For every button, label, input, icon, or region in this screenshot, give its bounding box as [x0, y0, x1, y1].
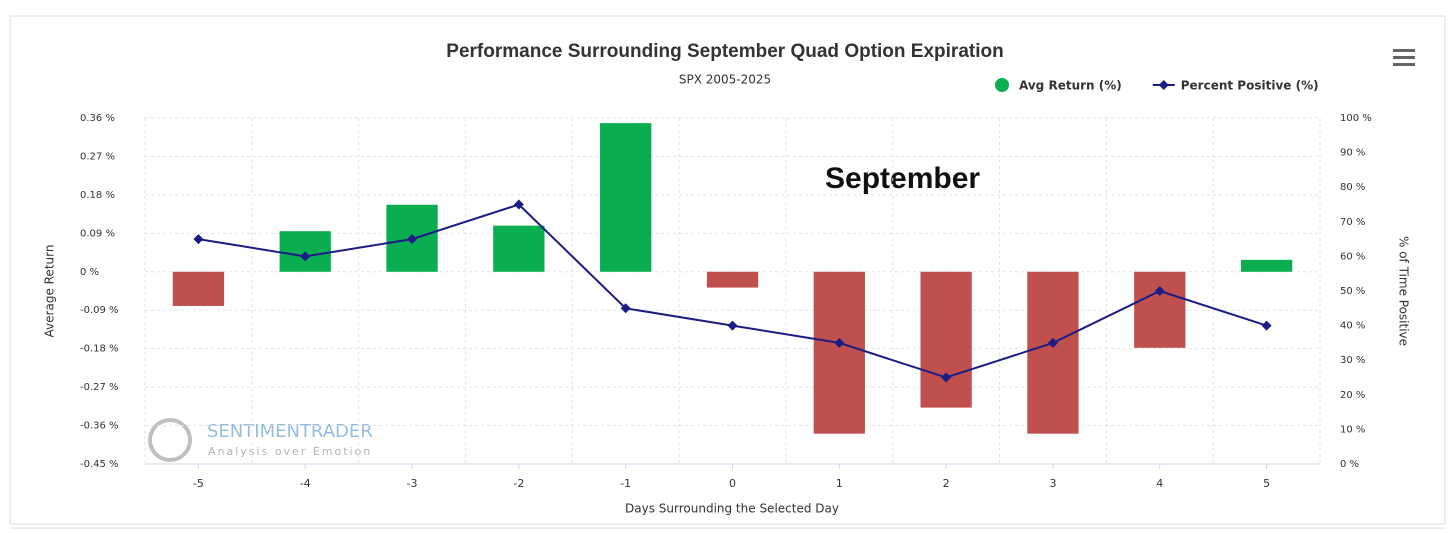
- bar: [600, 123, 652, 272]
- marker: [727, 320, 738, 331]
- y-tick-label: -0.18 %: [80, 344, 119, 355]
- marker: [1154, 286, 1165, 296]
- marker: [834, 337, 845, 348]
- y2-tick-label: 20 %: [1340, 390, 1365, 401]
- x-tick-label: -4: [300, 477, 311, 490]
- y-tick-label: -0.27 %: [80, 382, 119, 393]
- x-tick-label: 0: [729, 477, 736, 490]
- x-tick-label: 4: [1156, 477, 1163, 490]
- y2-axis-title: % of Time Positive: [1397, 236, 1411, 346]
- marker: [300, 251, 311, 262]
- marker: [407, 234, 418, 245]
- y2-tick-label: 80 %: [1340, 182, 1365, 193]
- y-axis-title: Average Return: [43, 245, 57, 338]
- y2-tick-label: 40 %: [1340, 321, 1365, 332]
- y2-tick-label: 100 %: [1340, 113, 1372, 124]
- marker: [941, 372, 952, 383]
- y-tick-label: -0.45 %: [80, 459, 119, 470]
- watermark-brand: SENTIMENTRADER: [207, 421, 373, 442]
- bar: [1134, 271, 1186, 348]
- bar: [1027, 271, 1079, 434]
- marker: [193, 234, 204, 245]
- y2-tick-label: 70 %: [1340, 217, 1365, 228]
- x-tick-label: 3: [1049, 477, 1056, 490]
- menu-button[interactable]: [1393, 49, 1415, 66]
- annotation: September: [825, 162, 980, 195]
- bar: [706, 271, 759, 288]
- x-tick-label: -1: [620, 477, 631, 490]
- marker: [513, 199, 524, 210]
- y-tick-label: 0.09 %: [80, 228, 115, 239]
- x-axis-title: Days Surrounding the Selected Day: [625, 502, 839, 516]
- y-tick-label: -0.09 %: [80, 305, 119, 316]
- chart-frame: [9, 15, 1446, 525]
- y-tick-label: -0.36 %: [80, 421, 119, 432]
- bar: [920, 271, 972, 408]
- x-tick-label: -3: [407, 477, 418, 490]
- y-tick-label: 0.18 %: [80, 190, 115, 201]
- y-tick-label: 0.27 %: [80, 151, 115, 162]
- x-tick-label: 1: [836, 477, 843, 490]
- bar: [1240, 259, 1293, 272]
- watermark-logo: [148, 418, 192, 462]
- menu-bar[interactable]: [1393, 49, 1415, 52]
- y2-tick-label: 50 %: [1340, 286, 1365, 297]
- watermark: SENTIMENTRADER Analysis over Emotion: [148, 418, 373, 462]
- chart-title: Performance Surrounding September Quad O…: [446, 41, 1003, 62]
- legend-swatch: [995, 78, 1009, 92]
- legend-label: Avg Return (%): [1019, 79, 1122, 93]
- legend-swatch: [1158, 80, 1169, 90]
- x-tick-label: 5: [1263, 477, 1270, 490]
- legend-label: Percent Positive (%): [1181, 79, 1319, 93]
- menu-bar[interactable]: [1393, 63, 1415, 66]
- bar: [172, 271, 225, 306]
- marker: [620, 303, 631, 314]
- bar: [493, 225, 545, 272]
- menu-bar[interactable]: [1393, 56, 1415, 59]
- y2-tick-label: 60 %: [1340, 251, 1365, 262]
- x-tick-label: -5: [193, 477, 204, 490]
- x-tick-label: -2: [513, 477, 524, 490]
- y-tick-label: 0 %: [80, 267, 99, 278]
- y2-tick-label: 90 %: [1340, 148, 1365, 159]
- y-tick-label: 0.36 %: [80, 113, 115, 124]
- bar: [813, 271, 865, 434]
- x-tick-label: 2: [943, 477, 950, 490]
- watermark-tagline: Analysis over Emotion: [208, 445, 372, 458]
- y2-tick-label: 30 %: [1340, 355, 1365, 366]
- y2-tick-label: 10 %: [1340, 424, 1365, 435]
- y2-tick-label: 0 %: [1340, 459, 1359, 470]
- chart-subtitle: SPX 2005-2025: [679, 73, 771, 87]
- marker: [1047, 337, 1058, 348]
- marker: [1261, 320, 1272, 331]
